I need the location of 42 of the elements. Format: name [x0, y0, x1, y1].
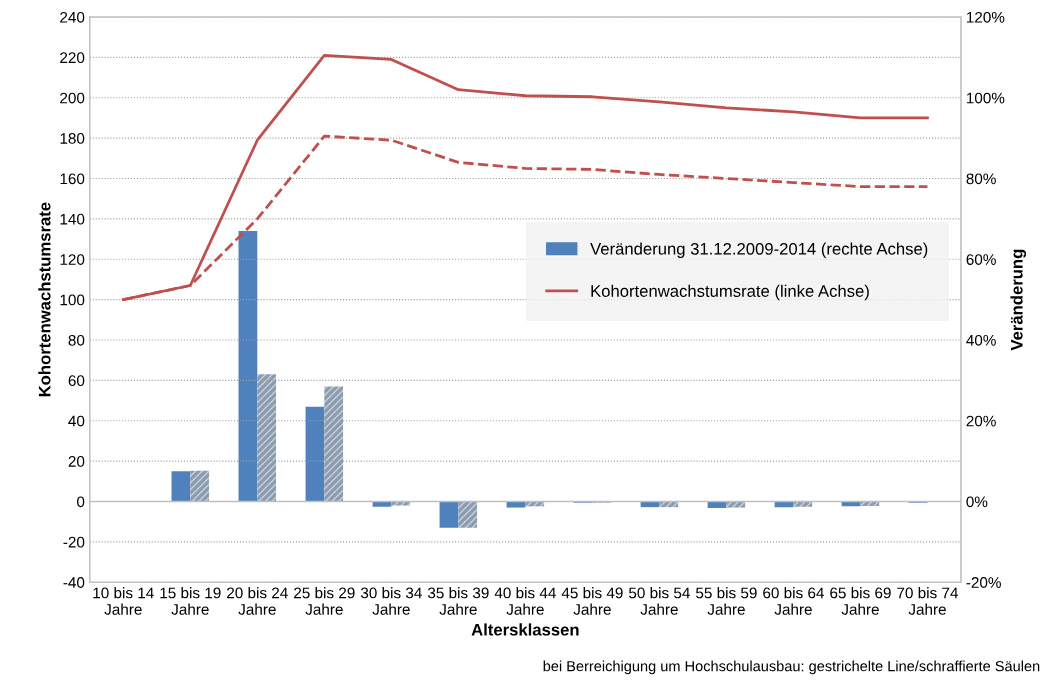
- y2-tick-label: 0%: [966, 496, 988, 508]
- y2-tick-label: 120%: [966, 11, 1005, 23]
- x-tick-label: 10 bis 14 Jahre: [93, 587, 154, 615]
- legend-label: Kohortenwachstumsrate (linke Achse): [591, 284, 869, 301]
- x-tick-label: 60 bis 64 Jahre: [763, 587, 824, 615]
- y-tick-label: 60: [68, 375, 85, 387]
- y-tick-label: 160: [60, 173, 85, 185]
- x-tick-label: 65 bis 69 Jahre: [830, 587, 891, 615]
- legend-label: Veränderung 31.12.2009-2014 (rechte Achse): [590, 242, 928, 259]
- y-tick-label: 180: [60, 133, 85, 144]
- y2-axis-title: Veränderung: [1010, 249, 1027, 351]
- y-tick-label: -20: [63, 536, 85, 548]
- y-tick-label: 80: [68, 334, 85, 346]
- y-tick-label: 140: [60, 213, 85, 225]
- y-tick-label: 100: [60, 294, 85, 306]
- x-tick-label: 30 bis 34 Jahre: [360, 587, 422, 615]
- y-tick-label: 0: [77, 496, 85, 508]
- y-tick-label: -40: [63, 577, 85, 588]
- x-axis-title: Altersklassen: [471, 623, 579, 636]
- y2-tick-label: 20%: [966, 415, 996, 427]
- text: bei Berreichigung um Hochschulausbau: gestrichelte Line/schraffierte Säulen: [543, 660, 1040, 675]
- x-tick-label: 50 bis 54 Jahre: [629, 587, 690, 615]
- x-tick-label: 15 bis 19 Jahre: [160, 587, 221, 615]
- x-tick-label: 20 bis 24 Jahre: [227, 587, 288, 615]
- y2-tick-label: 40%: [966, 334, 996, 346]
- y-tick-label: 40: [68, 415, 85, 427]
- x-tick-label: 25 bis 29 Jahre: [294, 587, 355, 615]
- y-axis-title: Kohortenwachstumsrate: [38, 202, 51, 397]
- y2-tick-label: 80%: [966, 173, 996, 185]
- x-tick-label: 70 bis 74 Jahre: [897, 587, 959, 615]
- x-tick-label: 35 bis 39 Jahre: [427, 587, 489, 615]
- y2-tick-label: -20%: [966, 577, 1001, 588]
- y-tick-label: 200: [60, 92, 85, 104]
- x-tick-label: 55 bis 59 Jahre: [696, 587, 757, 615]
- x-tick-label: 45 bis 49 Jahre: [561, 587, 623, 615]
- y2-tick-label: 100%: [966, 92, 1005, 104]
- y-tick-label: 240: [60, 11, 85, 23]
- y-tick-label: 220: [60, 52, 85, 64]
- y-tick-label: 20: [68, 456, 85, 467]
- y-tick-label: 120: [60, 254, 85, 265]
- x-tick-label: 40 bis 44 Jahre: [494, 587, 556, 615]
- y2-tick-label: 60%: [966, 254, 996, 265]
